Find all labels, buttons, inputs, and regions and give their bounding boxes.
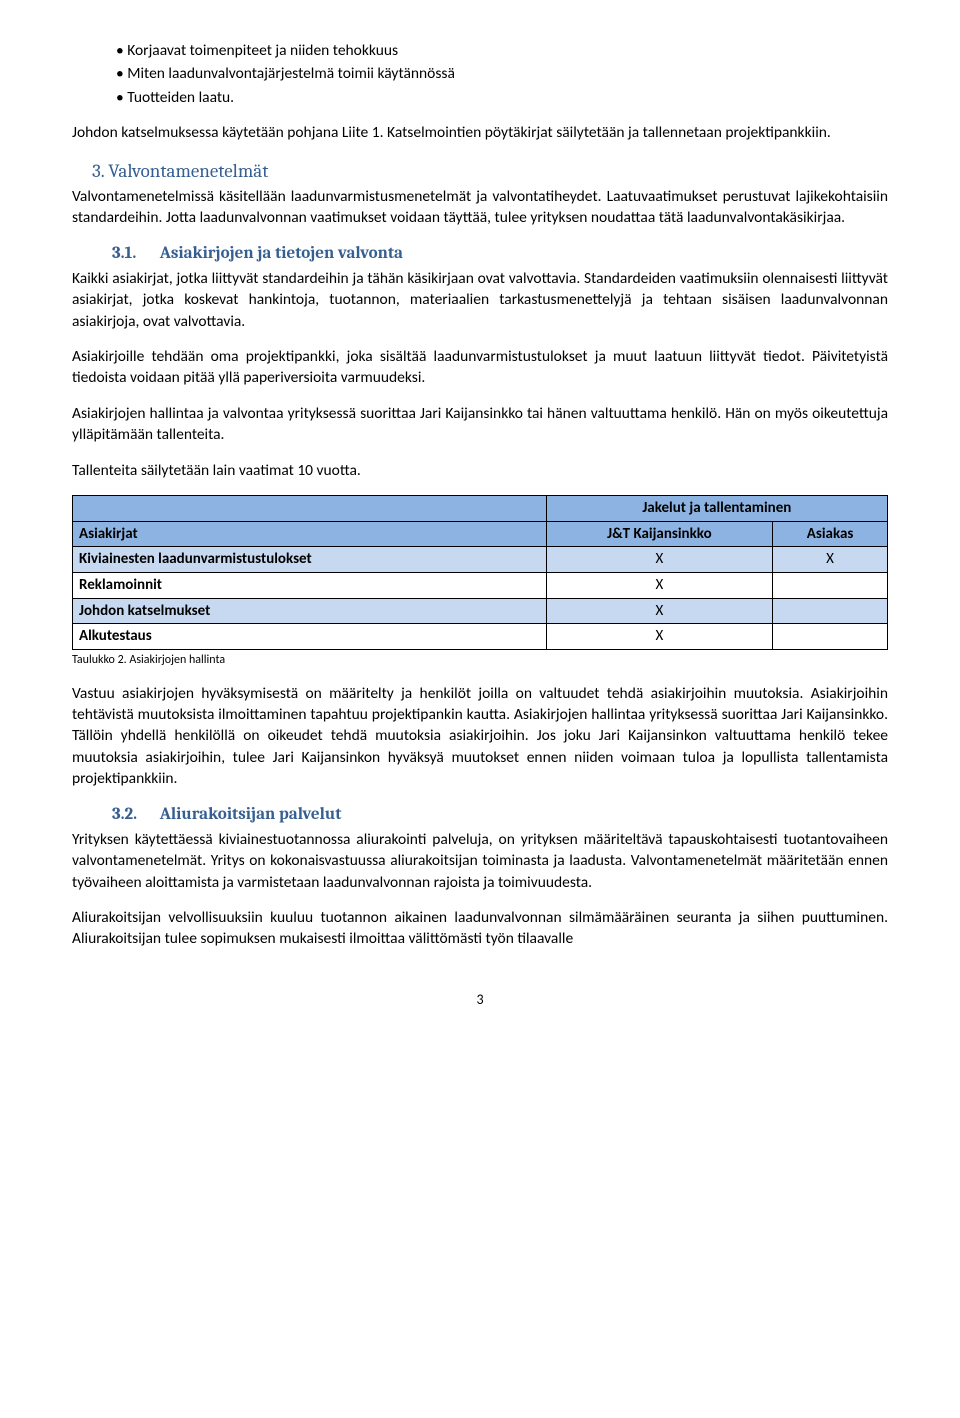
table-row: AlkutestausX <box>73 624 888 650</box>
paragraph: Asiakirjojen hallintaa ja valvontaa yrit… <box>72 403 888 446</box>
data-table: Jakelut ja tallentaminen Asiakirjat J&T … <box>72 495 888 650</box>
table-row: ReklamoinnitX <box>73 572 888 598</box>
table-cell <box>773 572 888 598</box>
table-cell-label: Reklamoinnit <box>73 572 547 598</box>
heading-number: 3.2. <box>112 803 156 826</box>
bullet-list: Korjaavat toimenpiteet ja niiden tehokku… <box>72 40 888 108</box>
table-caption: Taulukko 2. Asiakirjojen hallinta <box>72 652 888 669</box>
table-cell-label: Alkutestaus <box>73 624 547 650</box>
table-header-span: Jakelut ja tallentaminen <box>546 495 887 521</box>
table-cell-label: Johdon katselmukset <box>73 598 547 624</box>
table-cell <box>773 598 888 624</box>
table-cell: X <box>546 598 773 624</box>
table-header-row: Jakelut ja tallentaminen <box>73 495 888 521</box>
paragraph: Johdon katselmuksessa käytetään pohjana … <box>72 122 888 143</box>
heading-3: 3.2. Aliurakoitsijan palvelut <box>112 803 888 826</box>
bullet-item: Tuotteiden laatu. <box>116 87 888 108</box>
table-cell-label: Kiviainesten laadunvarmistustulokset <box>73 547 547 573</box>
page-number: 3 <box>72 990 888 1009</box>
heading-2: 3. Valvontamenetelmät <box>92 158 888 184</box>
heading-number: 3.1. <box>112 242 156 265</box>
paragraph: Vastuu asiakirjojen hyväksymisestä on mä… <box>72 683 888 790</box>
table-col-header: Asiakas <box>773 521 888 547</box>
heading-title: Asiakirjojen ja tietojen valvonta <box>160 244 403 263</box>
paragraph: Aliurakoitsijan velvollisuuksiin kuuluu … <box>72 907 888 950</box>
table-cell: X <box>546 547 773 573</box>
paragraph: Asiakirjoille tehdään oma projektipankki… <box>72 346 888 389</box>
table-row: Kiviainesten laadunvarmistustuloksetXX <box>73 547 888 573</box>
table-cell: X <box>773 547 888 573</box>
table-header-row: Asiakirjat J&T Kaijansinkko Asiakas <box>73 521 888 547</box>
table-cell <box>773 624 888 650</box>
table-cell: X <box>546 572 773 598</box>
paragraph: Valvontamenetelmissä käsitellään laadunv… <box>72 186 888 229</box>
table-body: Kiviainesten laadunvarmistustuloksetXXRe… <box>73 547 888 650</box>
table-col-header: J&T Kaijansinkko <box>546 521 773 547</box>
paragraph: Yrityksen käytettäessä kiviainestuotanno… <box>72 829 888 893</box>
heading-title: Aliurakoitsijan palvelut <box>160 805 342 824</box>
bullet-item: Korjaavat toimenpiteet ja niiden tehokku… <box>116 40 888 61</box>
table-cell: X <box>546 624 773 650</box>
paragraph: Tallenteita säilytetään lain vaatimat 10… <box>72 460 888 481</box>
paragraph: Kaikki asiakirjat, jotka liittyvät stand… <box>72 268 888 332</box>
table-header-cell-empty <box>73 495 547 521</box>
heading-3: 3.1. Asiakirjojen ja tietojen valvonta <box>112 242 888 265</box>
bullet-item: Miten laadunvalvontajärjestelmä toimii k… <box>116 63 888 84</box>
table-row: Johdon katselmuksetX <box>73 598 888 624</box>
table-col-header: Asiakirjat <box>73 521 547 547</box>
